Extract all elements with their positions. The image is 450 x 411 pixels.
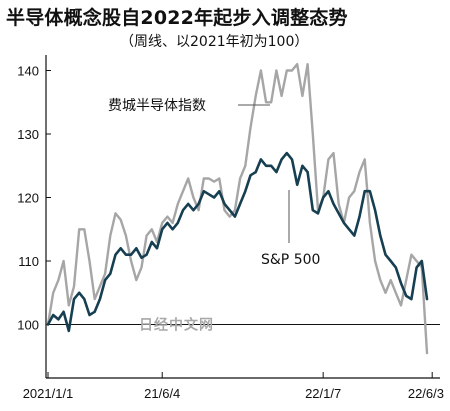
y-tick-label: 120 <box>17 191 39 206</box>
y-tick-label: 140 <box>17 64 39 79</box>
chart-title: 半导体概念股自2022年起步入调整态势 <box>6 7 348 29</box>
x-tick-label: 22/1/7 <box>305 386 341 401</box>
series-label-sp500: S&P 500 <box>261 252 320 268</box>
watermark: 日经中文网 <box>139 317 214 334</box>
y-tick-label: 130 <box>17 127 39 142</box>
x-tick-label: 21/6/4 <box>144 386 180 401</box>
x-tick-label: 22/6/3 <box>408 386 444 401</box>
series-line-sp500 <box>46 151 429 333</box>
x-tick-label: 2021/1/1 <box>23 386 74 401</box>
y-tick-label: 100 <box>17 318 39 333</box>
chart-subtitle: （周线、以2021年初为100） <box>120 34 309 50</box>
series-label-sox: 费城半导体指数 <box>108 98 206 114</box>
y-tick-label: 110 <box>18 254 39 269</box>
series-line-sox <box>46 62 429 355</box>
